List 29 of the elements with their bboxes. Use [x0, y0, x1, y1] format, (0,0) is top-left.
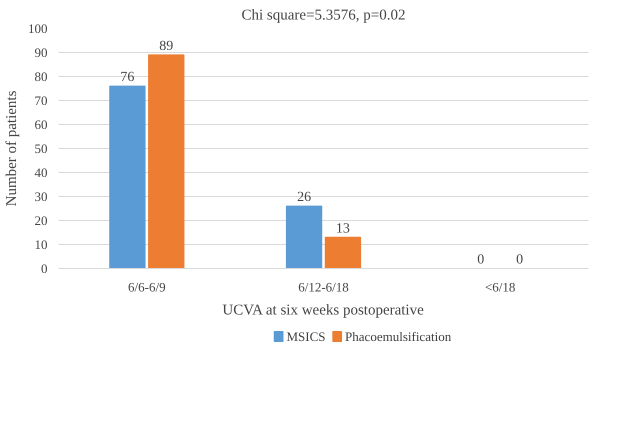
y-axis-title: Number of patients [4, 90, 20, 206]
y-tick-label: 10 [34, 237, 48, 252]
bar [148, 54, 184, 268]
bar [324, 236, 362, 268]
data-label: 0 [477, 252, 484, 268]
data-label: 76 [120, 70, 134, 86]
chart-title: Chi square=5.3576, p=0.02 [242, 8, 406, 24]
y-tick-label: 80 [34, 69, 48, 84]
data-label: 0 [516, 252, 524, 268]
data-label: 89 [159, 38, 174, 54]
y-tick-label: 70 [34, 93, 48, 108]
y-tick-label: 50 [34, 141, 48, 156]
x-tick-label: 6/6-6/9 [128, 280, 166, 294]
x-tick-label: <6/18 [484, 280, 516, 294]
y-tick-label: 40 [34, 165, 48, 180]
y-tick-label: 0 [41, 261, 48, 276]
y-tick-label: 100 [28, 21, 48, 36]
bar [109, 86, 146, 268]
y-tick-label: 20 [34, 213, 48, 228]
x-tick-label: 6/12-6/18 [298, 280, 349, 294]
legend-label: Phacoemulsification [345, 329, 452, 344]
data-label: 13 [336, 221, 350, 236]
x-axis-title: UCVA at six weeks postoperative [222, 302, 424, 318]
data-label: 26 [297, 190, 312, 206]
y-tick-label: 30 [34, 189, 48, 204]
y-tick-label: 60 [34, 117, 48, 132]
y-tick-label: 90 [34, 45, 48, 60]
legend-label: MSICS [286, 329, 326, 344]
bar [286, 206, 322, 268]
